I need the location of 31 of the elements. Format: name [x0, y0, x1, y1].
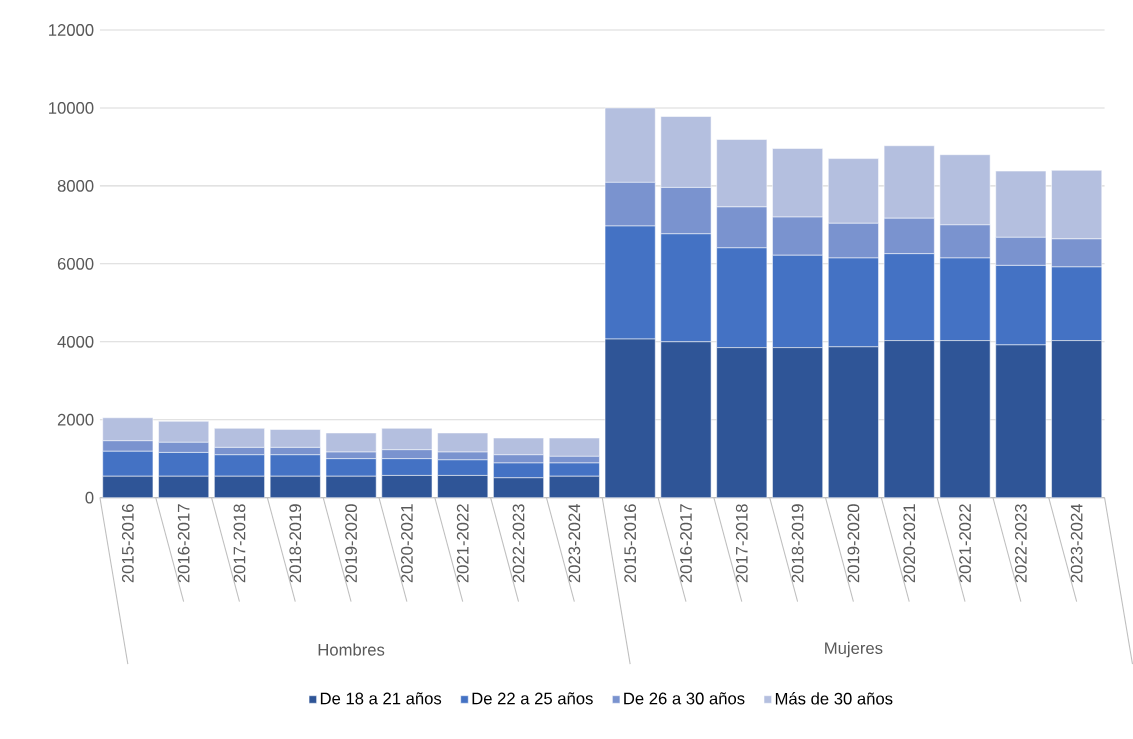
x-tick-label: 2023-2024	[1070, 503, 1083, 583]
x-tick-label: 2018-2019	[791, 504, 804, 583]
x-tick-label: 2020-2021	[903, 504, 916, 583]
y-tick-label: 0	[85, 491, 94, 504]
x-tick-label: 2021-2022	[456, 504, 469, 583]
legend-label: De 26 a 30 años	[624, 692, 745, 705]
x-tick-label: 2022-2023	[1014, 504, 1027, 583]
x-tick-label: 2022-2023	[512, 504, 525, 583]
x-tick-label: 2016-2017	[680, 504, 692, 583]
y-tick-label: 6000	[57, 257, 94, 270]
x-tick-label: 2019-2020	[847, 503, 860, 583]
legend-label: De 18 a 21 años	[320, 692, 442, 705]
x-tick-label: 2015-2016	[624, 504, 637, 583]
y-tick-label: 10000	[49, 101, 94, 114]
x-tick-label: 2020-2021	[401, 504, 413, 583]
x-tick-label: 2017-2018	[233, 503, 246, 583]
x-tick-label: 2023-2024	[568, 503, 581, 583]
x-tick-label: 2017-2018	[735, 503, 748, 583]
y-tick-label: 4000	[57, 335, 94, 348]
text: Mujeres	[825, 641, 883, 658]
legend-label: De 22 a 25 años	[472, 692, 593, 705]
text: Hombres	[318, 643, 385, 656]
x-tick-label: 2018-2019	[289, 504, 302, 583]
x-tick-label: 2016-2017	[177, 504, 190, 583]
x-tick-label: 2019-2020	[345, 503, 357, 583]
y-tick-label: 2000	[57, 413, 94, 426]
y-tick-label: 12000	[49, 23, 94, 36]
x-tick-label: 2015-2016	[121, 504, 134, 583]
x-tick-label: 2021-2022	[959, 504, 971, 583]
y-tick-label: 8000	[57, 179, 94, 192]
legend-label: Más de 30 años	[775, 691, 893, 705]
